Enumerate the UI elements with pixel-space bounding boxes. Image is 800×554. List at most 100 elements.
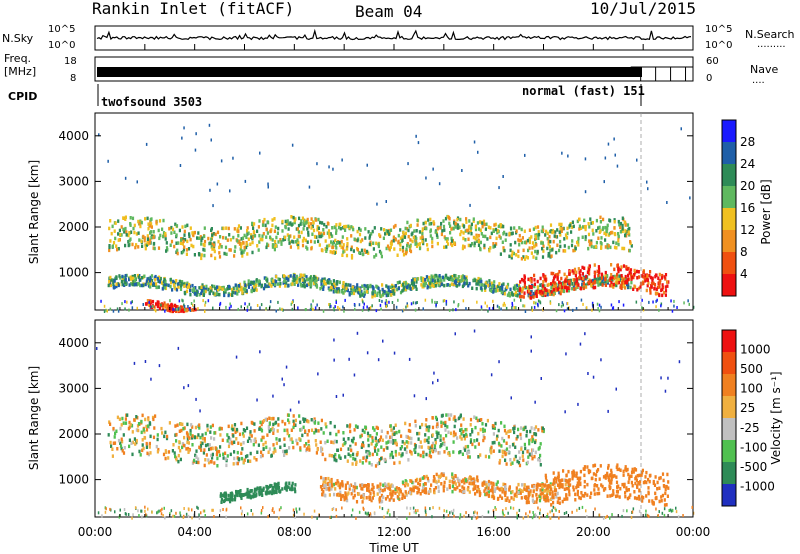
heatmap-cell: [270, 491, 273, 496]
heatmap-cell: [240, 249, 244, 253]
heatmap-cell: [621, 227, 624, 231]
heatmap-cell: [593, 488, 596, 492]
heatmap-cell: [186, 308, 189, 312]
heatmap-cell: [546, 496, 549, 500]
heatmap-cell: [350, 256, 354, 260]
heatmap-cell: [218, 427, 221, 431]
velocity-heatmap: [96, 329, 695, 520]
heatmap-cell: [174, 304, 177, 309]
heatmap-cell: [409, 429, 412, 433]
heatmap-cell: [407, 428, 410, 433]
heatmap-cell: [146, 451, 149, 456]
heatmap-cell: [550, 503, 553, 507]
heatmap-cell: [517, 249, 520, 253]
heatmap-cell: [334, 487, 337, 491]
heatmap-cell: [270, 428, 273, 432]
heatmap-cell: [233, 450, 236, 454]
heatmap-cell: [354, 482, 357, 486]
heatmap-cell: [356, 452, 359, 457]
heatmap-cell: [222, 226, 225, 231]
heatmap-cell: [405, 227, 409, 231]
heatmap-cell: [140, 239, 143, 243]
heatmap-cell: [169, 299, 171, 303]
heatmap-cell: [180, 238, 183, 242]
heatmap-cell: [128, 438, 131, 442]
heatmap-cell: [210, 436, 213, 440]
heatmap-cell: [124, 280, 127, 285]
heatmap-cell: [401, 245, 405, 250]
heatmap-cell: [426, 278, 430, 282]
heatmap-cell: [617, 266, 620, 270]
heatmap-cell: [505, 447, 509, 451]
heatmap-cell: [171, 305, 174, 309]
heatmap-cell: [375, 425, 378, 430]
heatmap-cell: [548, 485, 551, 489]
heatmap-cell: [512, 497, 515, 501]
heatmap-cell: [427, 218, 430, 222]
heatmap-cell: [521, 450, 525, 455]
heatmap-cell: [531, 494, 534, 498]
heatmap-cell: [431, 244, 434, 249]
heatmap-cell: [297, 283, 300, 287]
heatmap-cell: [293, 235, 296, 239]
heatmap-cell: [440, 414, 443, 418]
heatmap-cell: [214, 286, 217, 291]
heatmap-cell: [240, 244, 243, 249]
heatmap-cell: [378, 489, 381, 494]
heatmap-cell: [392, 439, 395, 443]
heatmap-cell: [236, 450, 239, 455]
heatmap-cell: [495, 285, 498, 289]
heatmap-cell: [567, 289, 570, 293]
heatmap-cell: [505, 498, 508, 502]
heatmap-cell: [246, 495, 249, 499]
heatmap-cell: [385, 305, 387, 309]
heatmap-cell: [219, 494, 222, 498]
colorbar-swatch: [722, 252, 736, 274]
heatmap-cell: [454, 281, 457, 285]
heatmap-cell: [542, 244, 545, 248]
heatmap-cell: [594, 271, 597, 275]
heatmap-cell: [242, 250, 245, 254]
heatmap-cell: [479, 277, 482, 282]
heatmap-cell: [588, 264, 591, 269]
heatmap-cell: [149, 451, 152, 455]
heatmap-cell: [521, 236, 524, 240]
heatmap-cell: [179, 422, 182, 426]
heatmap-cell: [302, 283, 306, 287]
heatmap-cell: [211, 247, 214, 251]
heatmap-cell: [192, 287, 195, 291]
heatmap-cell: [347, 452, 350, 456]
heatmap-cell: [425, 275, 429, 279]
heatmap-cell: [436, 280, 439, 285]
heatmap-cell: [410, 232, 413, 237]
heatmap-cell: [171, 227, 175, 232]
heatmap-cell: [517, 427, 520, 432]
heatmap-cell: [135, 243, 138, 247]
heatmap-cell: [352, 452, 355, 457]
heatmap-cell: [109, 422, 112, 426]
heatmap-cell: [583, 485, 586, 489]
heatmap-cell: [600, 272, 603, 277]
heatmap-cell: [121, 277, 124, 282]
heatmap-cell: [575, 307, 578, 310]
heatmap-cell: [424, 423, 427, 427]
heatmap-cell: [365, 484, 368, 488]
heatmap-cell: [539, 453, 542, 458]
heatmap-cell: [417, 141, 420, 145]
heatmap-cell: [305, 308, 307, 311]
heatmap-cell: [156, 285, 159, 290]
heatmap-cell: [182, 299, 184, 303]
heatmap-cell: [661, 287, 664, 291]
heatmap-cell: [544, 483, 547, 487]
heatmap-cell: [504, 452, 507, 457]
heatmap-cell: [143, 274, 146, 278]
heatmap-cell: [189, 308, 192, 312]
heatmap-cell: [483, 436, 486, 440]
heatmap-cell: [545, 493, 549, 498]
heatmap-cell: [273, 247, 276, 252]
heatmap-cell: [576, 484, 579, 488]
heatmap-cell: [212, 291, 215, 295]
heatmap-cell: [294, 418, 297, 423]
heatmap-cell: [523, 274, 526, 278]
heatmap-cell: [177, 307, 180, 311]
